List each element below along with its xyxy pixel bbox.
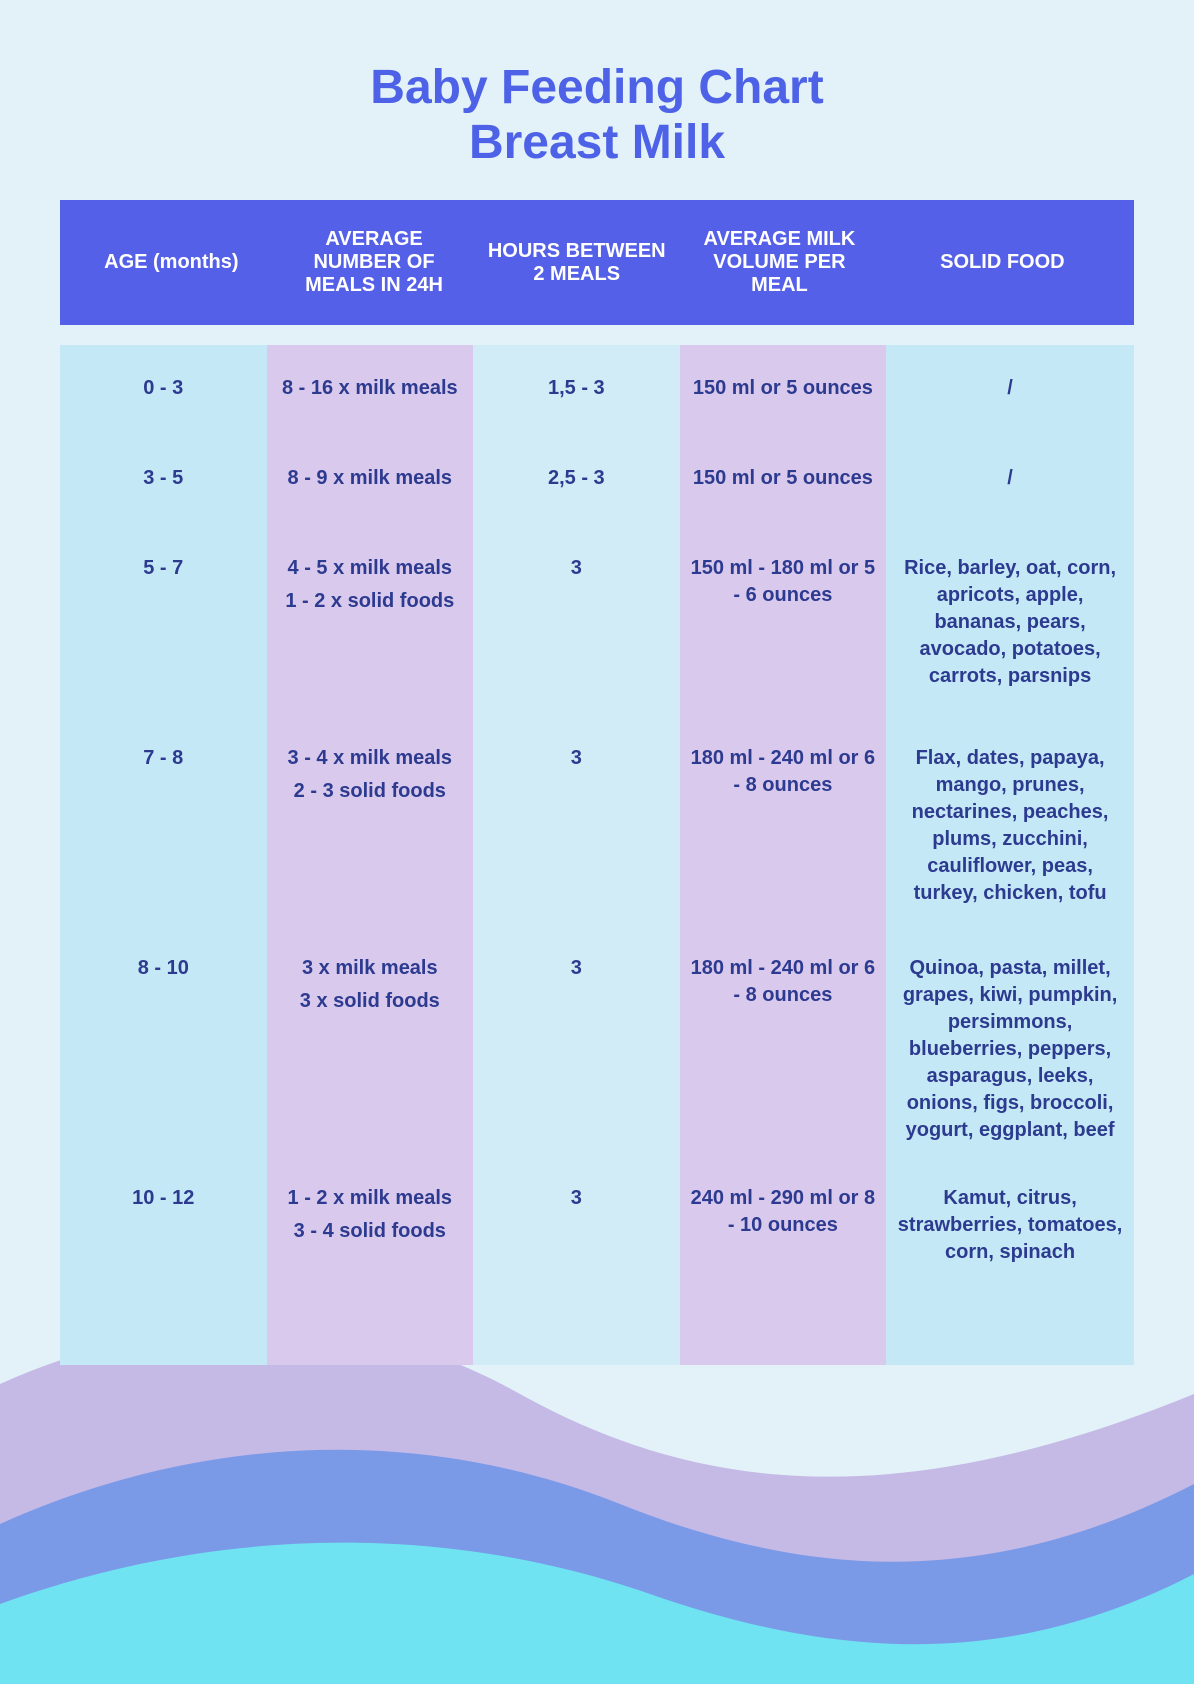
table-cell: 150 ml or 5 ounces xyxy=(690,465,877,555)
cell-line: 7 - 8 xyxy=(143,745,183,772)
cell-line: 3 xyxy=(571,955,582,982)
cell-line: 4 - 5 x milk meals xyxy=(288,555,453,582)
table-cell: 7 - 8 xyxy=(70,745,257,955)
cell-line: 8 - 9 x milk meals xyxy=(288,465,453,492)
cell-line: Kamut, citrus, strawberries, tomatoes, c… xyxy=(896,1185,1124,1266)
header-meals: AVERAGE NUMBER OF MEALS IN 24H xyxy=(273,228,476,297)
table-cell: 8 - 16 x milk meals xyxy=(277,375,464,465)
table-cell: 150 ml - 180 ml or 5 - 6 ounces xyxy=(690,555,877,745)
cell-line: 3 - 4 solid foods xyxy=(294,1218,446,1245)
table-header-row: AGE (months) AVERAGE NUMBER OF MEALS IN … xyxy=(60,200,1134,325)
cell-line: 8 - 10 xyxy=(138,955,189,982)
cell-line: 3 xyxy=(571,555,582,582)
cell-line: 2,5 - 3 xyxy=(548,465,605,492)
table-cell: 150 ml or 5 ounces xyxy=(690,375,877,465)
feeding-chart-page: Baby Feeding Chart Breast Milk AGE (mont… xyxy=(0,0,1194,1684)
table-cell: Quinoa, pasta, millet, grapes, kiwi, pum… xyxy=(896,955,1124,1185)
table-cell: 5 - 7 xyxy=(70,555,257,745)
cell-line: 3 xyxy=(571,1185,582,1212)
table-cell: Flax, dates, papaya, mango, prunes, nect… xyxy=(896,745,1124,955)
table-cell: 8 - 10 xyxy=(70,955,257,1185)
cell-line: 1 - 2 x solid foods xyxy=(285,588,454,615)
title-line-1: Baby Feeding Chart xyxy=(370,61,823,114)
cell-line: 3 xyxy=(571,745,582,772)
cell-line: 180 ml - 240 ml or 6 - 8 ounces xyxy=(690,955,877,1009)
cell-line: 1 - 2 x milk meals xyxy=(288,1185,453,1212)
table-cell: 3 xyxy=(483,555,670,745)
cell-line: Flax, dates, papaya, mango, prunes, nect… xyxy=(896,745,1124,907)
cell-line: 8 - 16 x milk meals xyxy=(282,375,458,402)
age-column: 0 - 3 3 - 5 5 - 7 7 - 8 8 - 10 10 - 12 xyxy=(60,345,267,1365)
cell-line: 5 - 7 xyxy=(143,555,183,582)
cell-line: 3 x solid foods xyxy=(300,988,440,1015)
header-hours: HOURS BETWEEN 2 MEALS xyxy=(475,240,678,286)
cell-line: 2 - 3 solid foods xyxy=(294,778,446,805)
title-line-2: Breast Milk xyxy=(469,116,725,169)
table-cell: Rice, barley, oat, corn, apricots, apple… xyxy=(896,555,1124,745)
table-cell: 180 ml - 240 ml or 6 - 8 ounces xyxy=(690,955,877,1185)
cell-line: 150 ml or 5 ounces xyxy=(693,375,873,402)
cell-line: 0 - 3 xyxy=(143,375,183,402)
cell-line: 240 ml - 290 ml or 8 - 10 ounces xyxy=(690,1185,877,1239)
cell-line: 1,5 - 3 xyxy=(548,375,605,402)
table-cell: 1,5 - 3 xyxy=(483,375,670,465)
table-cell: 3 - 5 xyxy=(70,465,257,555)
cell-line: Rice, barley, oat, corn, apricots, apple… xyxy=(896,555,1124,690)
cell-line: 3 - 4 x milk meals xyxy=(288,745,453,772)
table-cell: 1 - 2 x milk meals 3 - 4 solid foods xyxy=(277,1185,464,1325)
table-cell: 4 - 5 x milk meals 1 - 2 x solid foods xyxy=(277,555,464,745)
table-cell: 3 xyxy=(483,745,670,955)
cell-line: 10 - 12 xyxy=(132,1185,194,1212)
table-cell: 2,5 - 3 xyxy=(483,465,670,555)
table-cell: 0 - 3 xyxy=(70,375,257,465)
table-cell: 3 xyxy=(483,1185,670,1325)
meals-column: 8 - 16 x milk meals 8 - 9 x milk meals 4 -… xyxy=(267,345,474,1365)
table-cell: 3 xyxy=(483,955,670,1185)
table-cell: 3 - 4 x milk meals 2 - 3 solid foods xyxy=(277,745,464,955)
header-solid: SOLID FOOD xyxy=(881,251,1124,274)
header-gap xyxy=(60,325,1134,345)
cell-line: 180 ml - 240 ml or 6 - 8 ounces xyxy=(690,745,877,799)
header-volume: AVERAGE MILK VOLUME PER MEAL xyxy=(678,228,881,297)
hours-column: 1,5 - 3 2,5 - 3 3 3 3 3 xyxy=(473,345,680,1365)
cell-line: Quinoa, pasta, millet, grapes, kiwi, pum… xyxy=(896,955,1124,1144)
header-age: AGE (months) xyxy=(70,251,273,274)
page-title: Baby Feeding Chart Breast Milk xyxy=(60,60,1134,170)
table-body: 0 - 3 3 - 5 5 - 7 7 - 8 8 - 10 10 - 12 8 - 16 … xyxy=(60,345,1134,1365)
table-cell: Kamut, citrus, strawberries, tomatoes, c… xyxy=(896,1185,1124,1325)
table-cell: 180 ml - 240 ml or 6 - 8 ounces xyxy=(690,745,877,955)
table-cell: 3 x milk meals 3 x solid foods xyxy=(277,955,464,1185)
cell-line: / xyxy=(1007,375,1013,402)
table-cell: / xyxy=(896,375,1124,465)
cell-line: 150 ml - 180 ml or 5 - 6 ounces xyxy=(690,555,877,609)
cell-line: 150 ml or 5 ounces xyxy=(693,465,873,492)
volume-column: 150 ml or 5 ounces 150 ml or 5 ounces 150 … xyxy=(680,345,887,1365)
cell-line: / xyxy=(1007,465,1013,492)
table-cell: 8 - 9 x milk meals xyxy=(277,465,464,555)
cell-line: 3 - 5 xyxy=(143,465,183,492)
cell-line: 3 x milk meals xyxy=(302,955,438,982)
table-cell: / xyxy=(896,465,1124,555)
solid-column: / / Rice, barley, oat, corn, apricots, app… xyxy=(886,345,1134,1365)
table-cell: 240 ml - 290 ml or 8 - 10 ounces xyxy=(690,1185,877,1325)
table-cell: 10 - 12 xyxy=(70,1185,257,1325)
